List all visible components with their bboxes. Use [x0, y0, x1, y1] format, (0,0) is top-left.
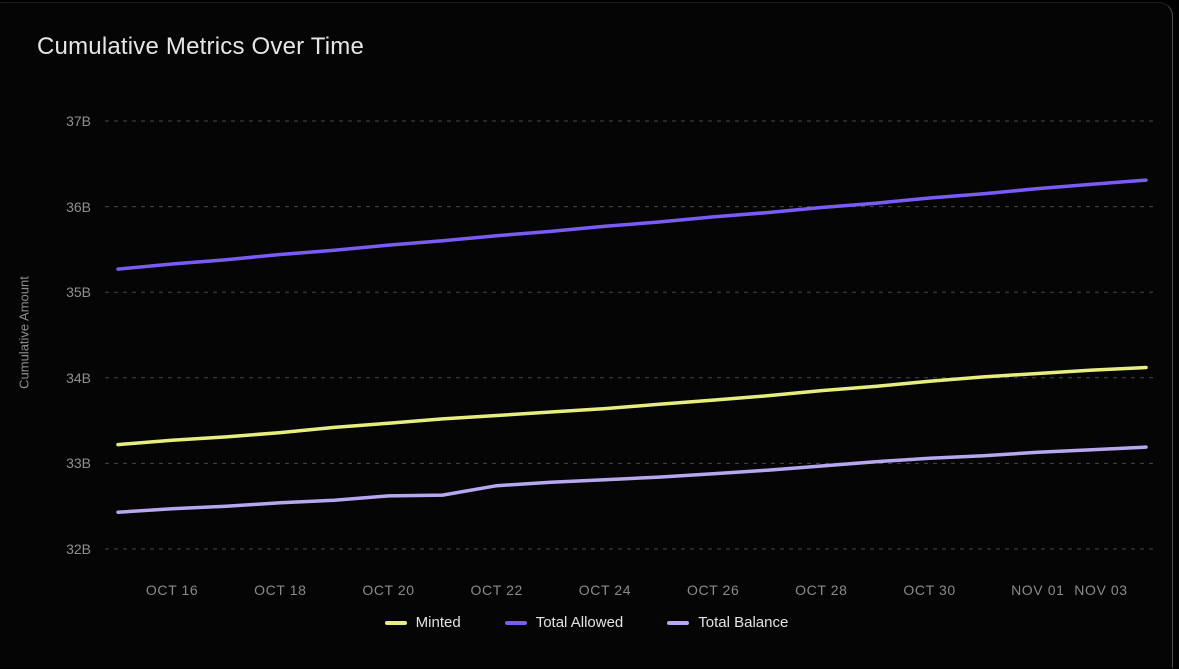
- x-tick-label: OCT 26: [687, 582, 739, 598]
- legend-label: Minted: [416, 614, 461, 631]
- x-tick-label: OCT 24: [579, 582, 631, 598]
- legend-item-minted: Minted: [385, 614, 461, 631]
- legend-label: Total Balance: [698, 614, 788, 631]
- x-tick-label: NOV 01: [1011, 582, 1064, 598]
- legend-item-total-allowed: Total Allowed: [505, 614, 624, 631]
- y-tick-label: 34B: [39, 368, 91, 388]
- y-tick-label: 32B: [39, 539, 91, 559]
- x-tick-label: OCT 22: [471, 582, 523, 598]
- x-tick-label: OCT 28: [795, 582, 847, 598]
- x-tick-label: OCT 20: [362, 582, 414, 598]
- y-tick-label: 35B: [39, 282, 91, 302]
- legend-item-total-balance: Total Balance: [667, 614, 788, 631]
- legend-swatch-icon: [667, 621, 689, 625]
- series-line-minted: [118, 368, 1146, 445]
- y-tick-label: 37B: [39, 111, 91, 131]
- series-line-total-allowed: [118, 180, 1146, 269]
- x-tick-label: NOV 03: [1074, 582, 1127, 598]
- y-tick-label: 36B: [39, 197, 91, 217]
- legend-label: Total Allowed: [536, 614, 624, 631]
- legend-swatch-icon: [505, 621, 527, 625]
- x-tick-label: OCT 16: [146, 582, 198, 598]
- y-tick-label: 33B: [39, 453, 91, 473]
- chart-legend: Minted Total Allowed Total Balance: [1, 614, 1172, 631]
- line-chart-plot: [1, 3, 1174, 669]
- legend-swatch-icon: [385, 621, 407, 625]
- x-tick-label: OCT 18: [254, 582, 306, 598]
- series-line-total-balance: [118, 447, 1146, 512]
- x-tick-label: OCT 30: [903, 582, 955, 598]
